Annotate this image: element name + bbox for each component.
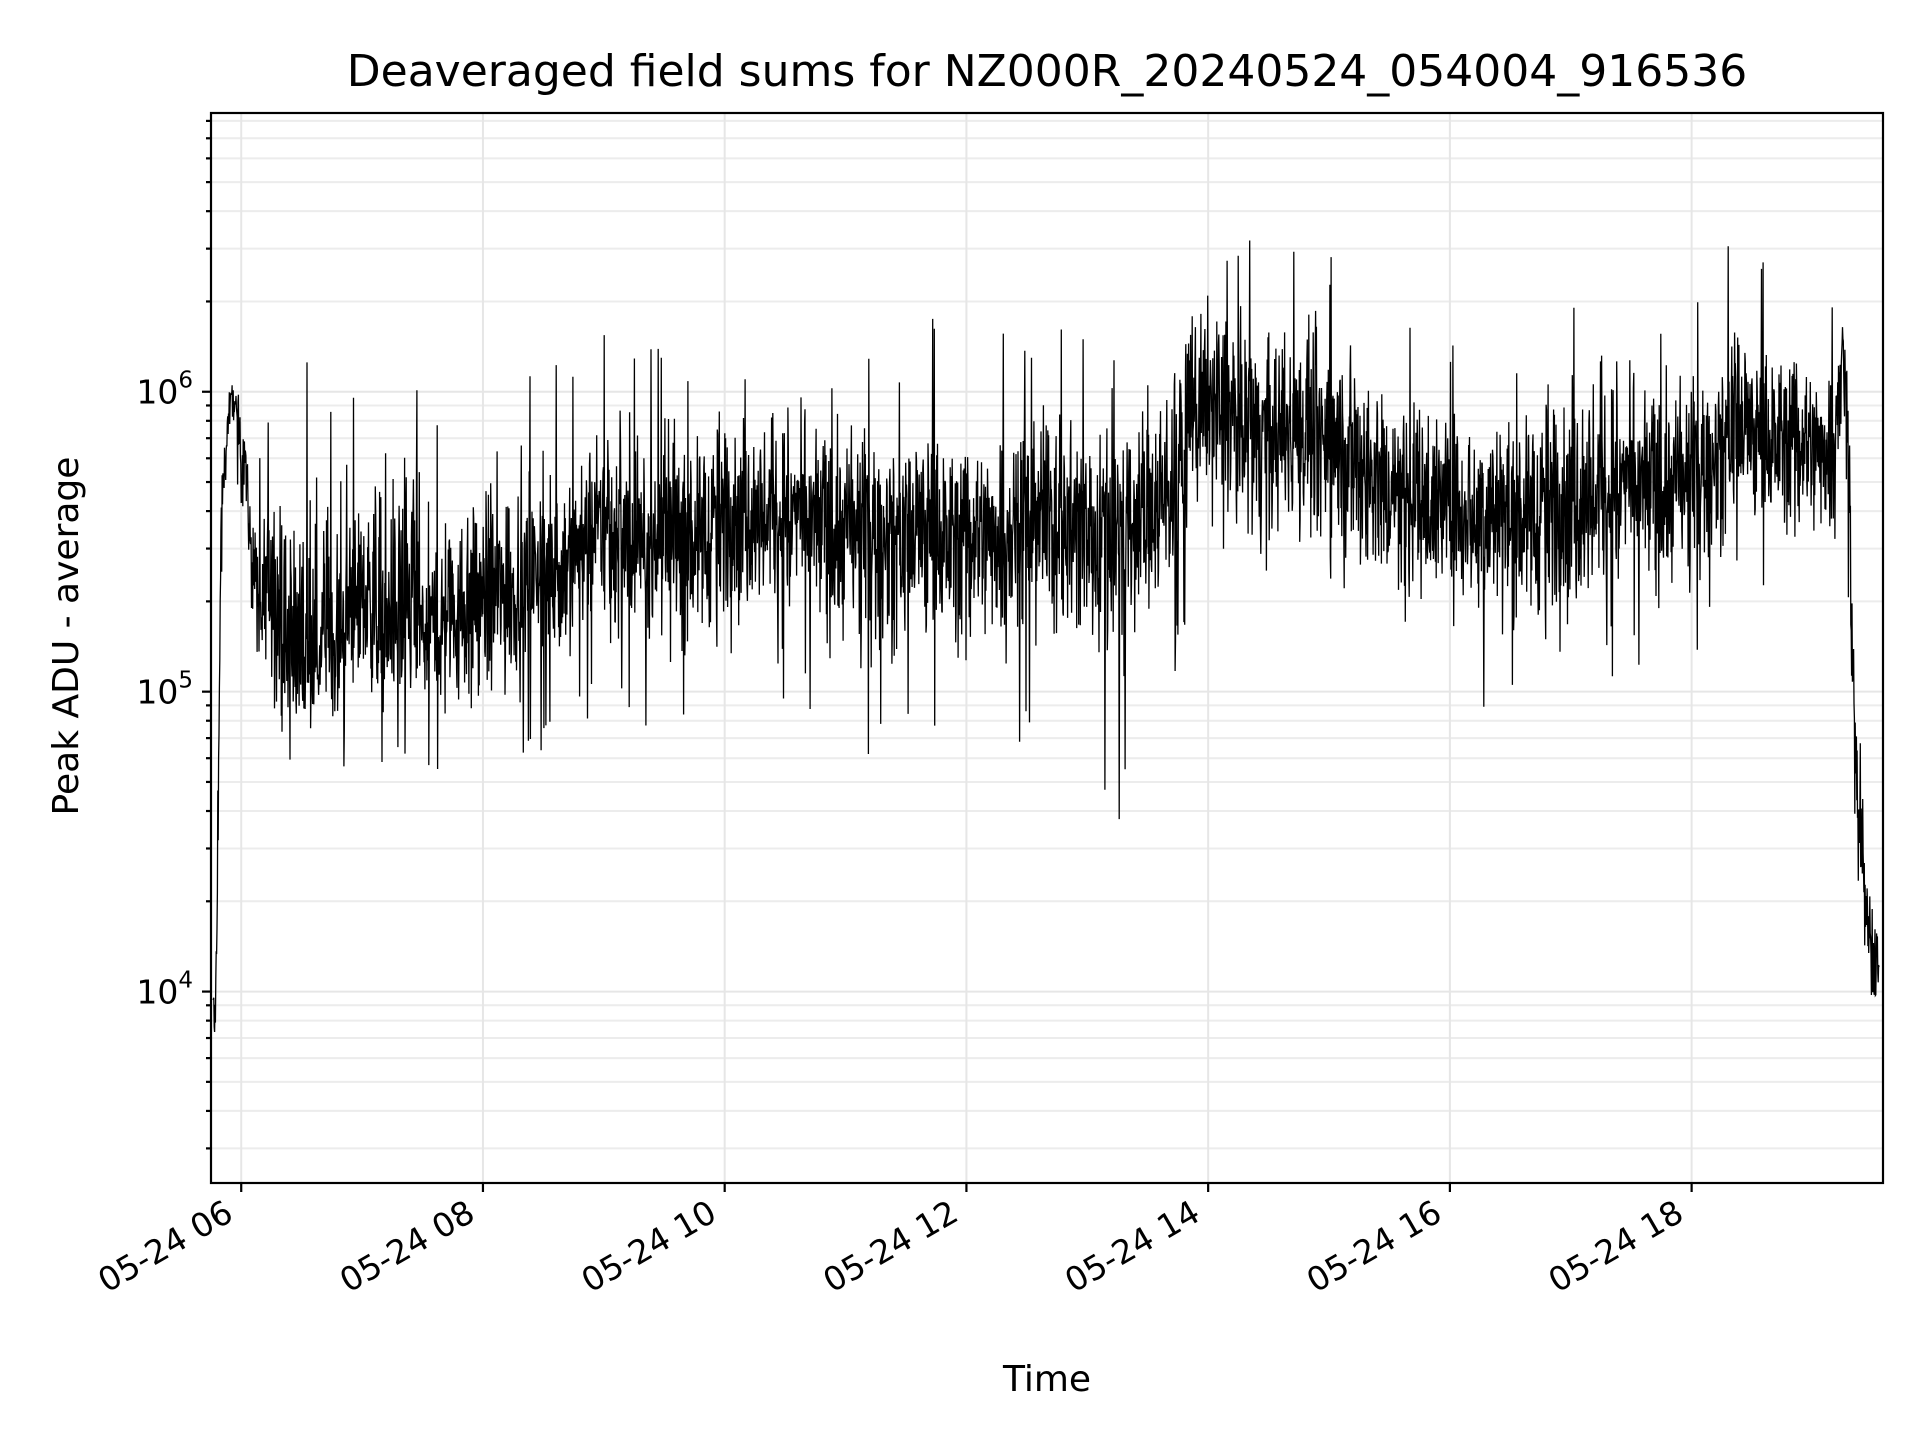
x-axis-label: Time [1002, 1359, 1091, 1400]
series-line [212, 240, 1880, 1033]
y-tick-base: 10 [136, 973, 178, 1012]
y-tick-label: 106 [136, 368, 193, 412]
x-tick-label: 05-24 10 [575, 1192, 723, 1300]
y-tick-exponent: 6 [178, 368, 193, 394]
x-tick-label: 05-24 08 [333, 1192, 481, 1300]
x-tick-label: 05-24 16 [1300, 1192, 1448, 1300]
x-axis: 05-24 06 05-24 08 05-24 10 05-24 12 05-24 14… [91, 1183, 1693, 1300]
y-tick-exponent: 5 [178, 668, 193, 694]
y-tick-base: 10 [136, 373, 178, 412]
grid [211, 113, 1883, 1183]
y-axis-label: Peak ADU - average [46, 457, 87, 816]
plot-area [212, 240, 1880, 1033]
axes-frame [209, 111, 1885, 1185]
x-tick-label: 05-24 18 [1542, 1192, 1690, 1300]
x-tick-label: 05-24 12 [816, 1192, 964, 1300]
chart-title: Deaveraged field sums for NZ000R_2024052… [347, 46, 1747, 97]
y-tick-base: 10 [136, 673, 178, 712]
x-tick-label: 05-24 06 [91, 1192, 239, 1300]
x-tick-label: 05-24 14 [1058, 1192, 1206, 1300]
y-tick-label: 104 [136, 968, 193, 1012]
y-tick-exponent: 4 [178, 968, 193, 994]
y-tick-label: 105 [136, 668, 193, 712]
